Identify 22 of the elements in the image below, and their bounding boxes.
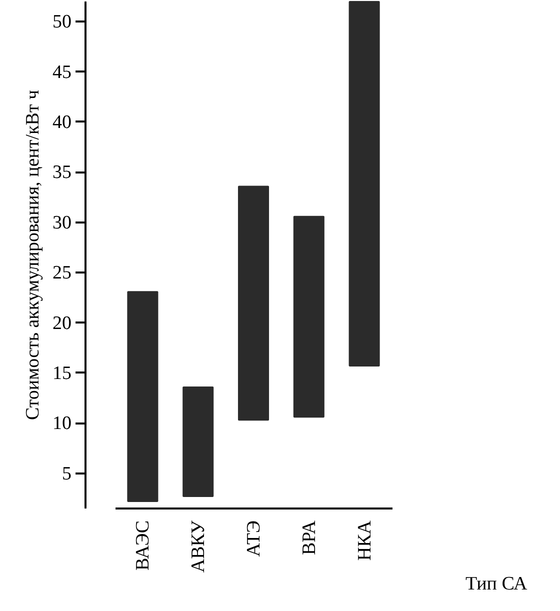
y-tick-label: 25 bbox=[52, 262, 72, 284]
x-tick-label: АВКУ bbox=[188, 520, 210, 573]
y-tick-label: 50 bbox=[52, 12, 72, 33]
y-tick-label: 15 bbox=[52, 362, 72, 384]
bar bbox=[293, 216, 324, 418]
y-tick-label: 45 bbox=[52, 62, 72, 83]
y-tick-label: 35 bbox=[52, 162, 72, 184]
bar bbox=[348, 1, 380, 366]
bar bbox=[182, 386, 214, 497]
bar bbox=[238, 186, 270, 421]
x-tick-label: АТЭ bbox=[244, 520, 264, 557]
y-tick-label: 10 bbox=[52, 413, 72, 434]
x-tick-label: ВРА bbox=[298, 520, 320, 556]
bar bbox=[127, 291, 158, 502]
y-axis-title: Стоимость аккумулирования, цент/кВт ч bbox=[22, 90, 44, 420]
x-tick-label: ВАЭС bbox=[132, 520, 154, 570]
x-axis-title: Тип СА bbox=[466, 574, 528, 594]
y-tick-label: 40 bbox=[52, 112, 72, 133]
y-tick-label: 20 bbox=[52, 312, 72, 334]
y-tick-label: 5 bbox=[62, 463, 72, 484]
x-tick-label: НКА bbox=[354, 520, 376, 561]
y-tick-label: 30 bbox=[52, 212, 72, 234]
